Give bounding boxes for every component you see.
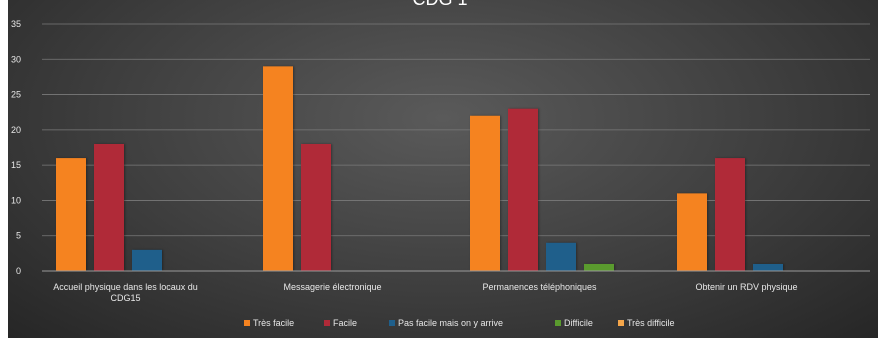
bar [301,143,331,271]
x-tick-label: Messagerie électronique [283,282,381,292]
legend-item: Très facile [253,318,294,328]
bar [546,242,576,271]
legend-swatch [555,320,561,326]
y-tick-label: 15 [11,160,21,170]
y-tick-label: 35 [11,19,21,29]
chart-title: CDG 1 [412,0,467,9]
bar [263,66,293,271]
chart-svg: CDG 1 0 5 10 15 20 25 30 35 Accueil physique dan… [11,0,870,328]
legend-item: Facile [333,318,357,328]
bar [56,158,86,271]
y-tick-label: 30 [11,54,21,64]
grid-layer [42,23,870,237]
y-tick-label: 25 [11,90,21,100]
bar [584,263,614,271]
legend-item: Pas facile mais on y arrive [398,318,503,328]
legend-item: Difficile [564,318,593,328]
bar [94,143,124,271]
legend-swatch [618,320,624,326]
x-tick-label: CDG15 [110,293,140,303]
x-tick-label: Accueil physique dans les locaux du [53,282,198,292]
y-tick-label: 5 [16,231,21,241]
legend-swatch [324,320,330,326]
bar [753,263,783,271]
x-tick-label: Obtenir un RDV physique [695,282,797,292]
y-tick-label: 10 [11,195,21,205]
x-tick-label: Permanences téléphoniques [482,282,597,292]
legend-swatch [389,320,395,326]
bars-layer [56,66,783,271]
y-tick-label: 20 [11,125,21,135]
legend-swatch [244,320,250,326]
y-tick-label: 0 [16,266,21,276]
bar [715,158,745,271]
bar [508,108,538,271]
chart-frame: CDG 1 0 5 10 15 20 25 30 35 Accueil physique dan… [8,0,878,338]
bar [470,115,500,271]
legend-item: Très difficile [627,318,675,328]
legend: Très facile Facile Pas facile mais on y ar… [244,318,675,328]
bar [132,249,162,271]
bar [677,193,707,271]
axis-layer: 0 5 10 15 20 25 30 35 Accueil physique dans les … [11,19,870,303]
